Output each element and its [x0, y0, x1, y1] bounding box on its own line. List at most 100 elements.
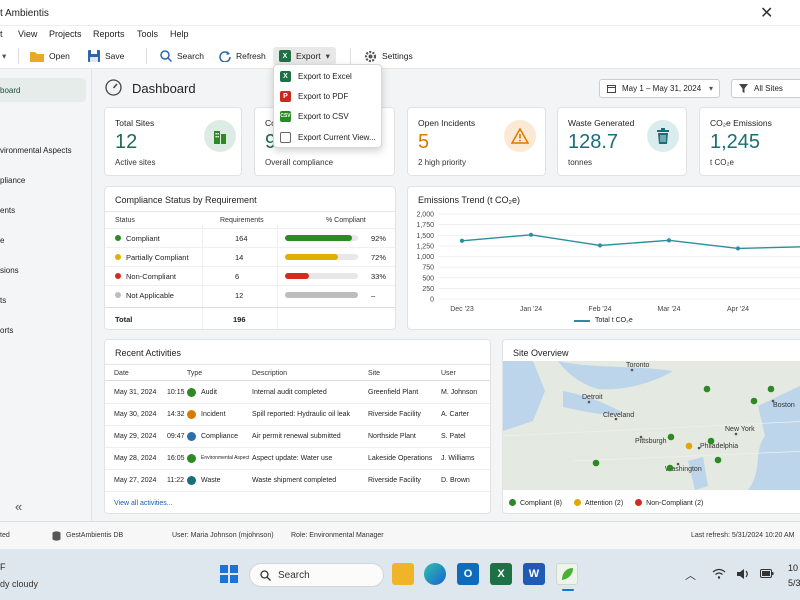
- battery-icon[interactable]: [760, 569, 774, 578]
- site-marker-compliant[interactable]: [667, 433, 675, 441]
- weather-condition[interactable]: dy cloudy: [0, 579, 39, 589]
- export-button[interactable]: X Export ▾: [273, 47, 336, 65]
- chevron-up-icon[interactable]: ︿: [685, 570, 696, 582]
- sidebar-item-incidents[interactable]: ents: [0, 198, 86, 222]
- sidebar-collapse-button[interactable]: «: [15, 499, 23, 514]
- compliance-bar-track: [285, 292, 358, 298]
- wifi-icon[interactable]: [712, 568, 726, 579]
- outlook-icon[interactable]: O: [457, 563, 479, 585]
- site-marker-compliant[interactable]: [750, 397, 758, 405]
- panel-title: Recent Activities: [115, 348, 182, 358]
- legend-item: Non-Compliant (2): [635, 499, 703, 507]
- lake-huron: [503, 361, 545, 431]
- legend-label: Non-Compliant (2): [646, 500, 704, 507]
- open-button[interactable]: Open: [30, 47, 70, 65]
- legend-dot: [635, 499, 643, 506]
- taskbar: F dy cloudy Search O X W ︿ 10 5/3: [0, 549, 800, 600]
- menu-item-export-current-view[interactable]: Export Current View...: [274, 127, 382, 147]
- activity-type: Audit: [201, 389, 217, 396]
- sidebar-item-emissions[interactable]: sions: [0, 258, 86, 282]
- file-explorer-icon[interactable]: [392, 563, 414, 585]
- kpi-subtitle: Overall compliance: [265, 158, 334, 167]
- lake-ontario: [558, 361, 673, 390]
- sidebar-item-environmental-aspects[interactable]: vironmental Aspects: [0, 138, 86, 162]
- status-label: Partially Compliant: [126, 253, 189, 262]
- site-filter-dropdown[interactable]: All Sites: [731, 79, 800, 98]
- windows-start-icon[interactable]: [220, 565, 238, 583]
- site-marker-compliant[interactable]: [767, 385, 775, 393]
- activity-row[interactable]: May 30, 2024 14:32 Incident Spill reported:…: [105, 404, 490, 426]
- data-point[interactable]: [666, 238, 672, 243]
- search-button[interactable]: Search: [160, 47, 204, 65]
- view-all-activities-link[interactable]: View all activities...: [114, 500, 173, 507]
- menu-bar: t View Projects Reports Tools Help: [0, 26, 800, 43]
- sidebar-item-dashboard[interactable]: board: [0, 78, 86, 102]
- menu-edit[interactable]: t: [0, 29, 3, 39]
- data-point[interactable]: [459, 238, 465, 243]
- chesapeake-bay: [688, 457, 708, 490]
- activity-description: Waste shipment completed: [252, 477, 337, 484]
- menu-reports[interactable]: Reports: [93, 29, 125, 39]
- column-header-requirements: Requirements: [220, 217, 264, 224]
- menu-projects[interactable]: Projects: [49, 29, 82, 39]
- data-point[interactable]: [528, 232, 534, 237]
- speedometer-icon: [105, 79, 122, 96]
- site-marker-compliant[interactable]: [703, 385, 711, 393]
- site-marker-compliant[interactable]: [714, 456, 722, 464]
- x-tick-label: Dec '23: [450, 306, 474, 313]
- settings-button[interactable]: Settings: [364, 47, 413, 65]
- current-user: User: Maria Johnson (mjohnson): [172, 532, 274, 539]
- sidebar-item-reports[interactable]: orts: [0, 318, 86, 342]
- menu-item-export-pdf[interactable]: P Export to PDF: [274, 86, 382, 106]
- x-tick-label: Feb '24: [588, 306, 611, 313]
- activity-row[interactable]: May 31, 2024 10:15 Audit Internal audit com…: [105, 382, 490, 404]
- menu-item-export-excel[interactable]: X Export to Excel: [274, 66, 382, 86]
- sidebar-item-waste[interactable]: e: [0, 228, 86, 252]
- kpi-title: Co: [265, 118, 276, 128]
- volume-icon[interactable]: [736, 568, 750, 580]
- site-marker-compliant[interactable]: [666, 464, 674, 472]
- data-point[interactable]: [597, 243, 603, 248]
- city-dot: [587, 400, 591, 404]
- lake-erie: [563, 391, 623, 415]
- city-dot: [614, 417, 618, 421]
- clock-date[interactable]: 5/3: [788, 578, 800, 588]
- menu-item-export-csv[interactable]: CSV Export to CSV: [274, 106, 382, 126]
- sidebar-item-compliance[interactable]: pliance: [0, 168, 86, 192]
- word-icon[interactable]: W: [523, 563, 545, 585]
- activity-row[interactable]: May 27, 2024 11:22 Waste Waste shipment com…: [105, 470, 490, 492]
- legend-dot: [574, 499, 582, 506]
- site-marker-attention[interactable]: [685, 442, 693, 450]
- excel-app-icon[interactable]: X: [490, 563, 512, 585]
- data-point[interactable]: [735, 246, 741, 251]
- refresh-label: Refresh: [236, 51, 266, 61]
- refresh-button[interactable]: Refresh: [219, 47, 266, 65]
- kpi-card-open-incidents: Open Incidents 5 2 high priority: [407, 107, 546, 176]
- menu-tools[interactable]: Tools: [137, 29, 159, 39]
- taskbar-search-box[interactable]: Search: [249, 563, 384, 587]
- activity-site: Northside Plant: [368, 433, 416, 440]
- date-range-picker[interactable]: May 1 – May 31, 2024 ▾: [599, 79, 720, 98]
- save-button[interactable]: Save: [88, 47, 124, 65]
- clock-time[interactable]: 10: [788, 563, 799, 573]
- menu-help[interactable]: Help: [170, 29, 189, 39]
- activity-row[interactable]: May 28, 2024 16:05 Environmental Aspect Asp…: [105, 448, 490, 470]
- weather-temperature[interactable]: F: [0, 562, 6, 572]
- compliance-row: Non-Compliant 6 33%: [105, 266, 395, 285]
- toolbar-dropdown-chevron-icon[interactable]: ▾: [2, 50, 7, 61]
- site-marker-compliant[interactable]: [707, 437, 715, 445]
- y-tick-label: 2,000: [416, 212, 434, 219]
- status-dot: [115, 292, 121, 298]
- site-marker-compliant[interactable]: [592, 459, 600, 467]
- sidebar-item-audits[interactable]: ts: [0, 288, 86, 312]
- activity-row[interactable]: May 29, 2024 09:47 Compliance Air permit re…: [105, 426, 490, 448]
- kpi-value: 1,245: [710, 131, 761, 153]
- user-role: Role: Environmental Manager: [291, 532, 384, 539]
- gestambientis-app-icon[interactable]: [556, 563, 578, 585]
- close-window-button[interactable]: ✕: [760, 5, 774, 22]
- status-label: Compliant: [126, 234, 160, 243]
- site-map[interactable]: Toronto Detroit Cleveland Pittsburgh Phi…: [503, 361, 800, 490]
- map-label-detroit: Detroit: [582, 394, 603, 401]
- menu-view[interactable]: View: [18, 29, 38, 39]
- edge-browser-icon[interactable]: [424, 563, 446, 585]
